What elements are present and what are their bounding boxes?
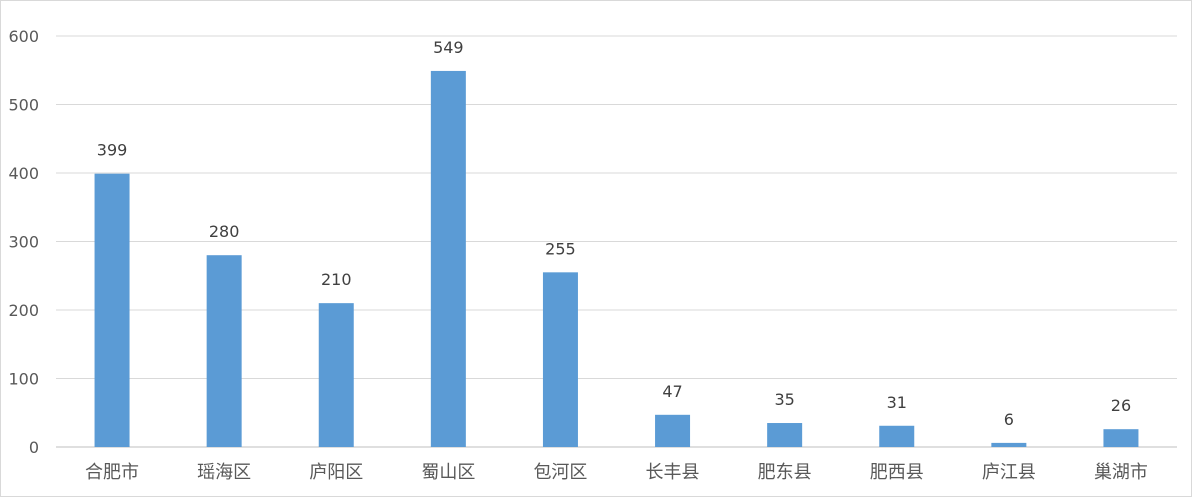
x-tick-label: 庐阳区 (309, 462, 363, 483)
bar (1103, 429, 1139, 447)
x-tick-label: 肥西县 (870, 462, 924, 483)
data-label: 399 (97, 141, 128, 160)
bar (879, 425, 915, 447)
x-tick-label: 庐江县 (982, 462, 1036, 483)
y-tick-label: 300 (8, 233, 39, 252)
bar (655, 414, 691, 447)
x-tick-label: 长丰县 (646, 462, 700, 483)
x-tick-label: 巢湖市 (1094, 462, 1148, 483)
y-tick-label: 400 (8, 164, 39, 183)
data-label: 26 (1111, 396, 1131, 415)
bar (542, 272, 578, 447)
data-label: 6 (1004, 410, 1014, 429)
y-tick-label: 100 (8, 370, 39, 389)
x-tick-label: 合肥市 (85, 462, 139, 483)
x-tick-label: 包河区 (533, 462, 587, 483)
bar (206, 255, 242, 447)
data-label: 47 (662, 382, 682, 401)
data-label: 255 (545, 239, 576, 258)
y-tick-label: 0 (29, 438, 39, 457)
bar (991, 442, 1027, 447)
data-label: 210 (321, 270, 352, 289)
bar (430, 70, 466, 447)
data-label: 31 (887, 393, 907, 412)
y-tick-label: 600 (8, 27, 39, 46)
x-tick-label: 蜀山区 (421, 462, 475, 483)
bar (318, 303, 354, 447)
y-tick-label: 200 (8, 301, 39, 320)
data-label: 280 (209, 222, 240, 241)
x-tick-label: 肥东县 (758, 462, 812, 483)
y-tick-label: 500 (8, 96, 39, 115)
data-label: 549 (433, 38, 464, 57)
data-label: 35 (774, 390, 794, 409)
bar (94, 173, 130, 447)
x-tick-label: 瑶海区 (197, 462, 251, 483)
bar (767, 423, 803, 447)
